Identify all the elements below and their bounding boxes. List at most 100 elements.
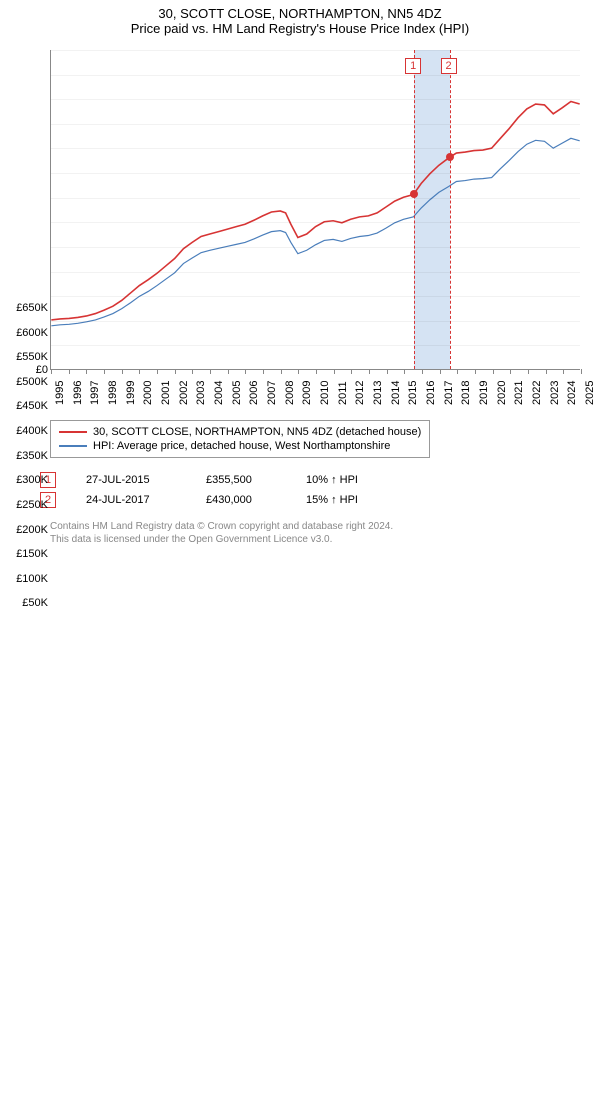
x-tick [175, 369, 176, 374]
gridline [51, 124, 580, 125]
x-axis-label: 2005 [231, 381, 243, 405]
sale-delta: 10% ↑ HPI [306, 474, 358, 486]
x-axis-label: 2025 [584, 381, 596, 405]
legend-row: HPI: Average price, detached house, West… [59, 439, 421, 453]
x-axis-label: 2009 [301, 381, 313, 405]
x-axis-label: 2001 [160, 381, 172, 405]
x-tick [387, 369, 388, 374]
sale-date: 27-JUL-2015 [86, 474, 186, 486]
x-tick [245, 369, 246, 374]
legend-row: 30, SCOTT CLOSE, NORTHAMPTON, NN5 4DZ (d… [59, 425, 421, 439]
gridline [51, 296, 580, 297]
x-tick [546, 369, 547, 374]
x-axis-label: 2011 [337, 381, 349, 405]
series-hpi [51, 138, 579, 326]
x-tick [263, 369, 264, 374]
x-axis-label: 2017 [443, 381, 455, 405]
x-tick [210, 369, 211, 374]
legend: 30, SCOTT CLOSE, NORTHAMPTON, NN5 4DZ (d… [50, 420, 430, 458]
sale-dot [446, 153, 454, 161]
y-axis-label: £650K [16, 302, 48, 818]
x-tick [457, 369, 458, 374]
x-tick [493, 369, 494, 374]
marker-box: 2 [441, 58, 457, 74]
gridline [51, 222, 580, 223]
series-property [51, 102, 579, 320]
x-tick [404, 369, 405, 374]
legend-swatch [59, 431, 87, 433]
x-tick [528, 369, 529, 374]
gridline [51, 272, 580, 273]
x-axis-label: 1998 [107, 381, 119, 405]
x-axis-label: 2000 [142, 381, 154, 405]
legend-label: HPI: Average price, detached house, West… [93, 440, 390, 452]
chart-title: 30, SCOTT CLOSE, NORTHAMPTON, NN5 4DZ [0, 0, 600, 21]
x-tick [369, 369, 370, 374]
x-tick [440, 369, 441, 374]
sale-dot [410, 190, 418, 198]
attribution-text: Contains HM Land Registry data © Crown c… [50, 520, 393, 546]
x-tick [122, 369, 123, 374]
x-tick [334, 369, 335, 374]
attribution-line1: Contains HM Land Registry data © Crown c… [50, 520, 393, 533]
gridline [51, 321, 580, 322]
sales-table: 127-JUL-2015£355,50010% ↑ HPI224-JUL-201… [40, 470, 358, 510]
marker-line [450, 50, 451, 369]
x-axis-label: 2019 [478, 381, 490, 405]
chart-subtitle: Price paid vs. HM Land Registry's House … [0, 21, 600, 40]
x-axis-label: 2006 [248, 381, 260, 405]
x-tick [51, 369, 52, 374]
x-axis-label: 2012 [354, 381, 366, 405]
x-axis-label: 2022 [531, 381, 543, 405]
x-tick [139, 369, 140, 374]
x-axis-label: 1995 [54, 381, 66, 405]
gridline [51, 75, 580, 76]
x-tick [228, 369, 229, 374]
x-axis-label: 2007 [266, 381, 278, 405]
gridline [51, 198, 580, 199]
sale-row: 127-JUL-2015£355,50010% ↑ HPI [40, 470, 358, 490]
sale-price: £430,000 [206, 494, 286, 506]
x-axis-label: 1997 [89, 381, 101, 405]
gridline [51, 345, 580, 346]
chart-container: 30, SCOTT CLOSE, NORTHAMPTON, NN5 4DZ Pr… [0, 0, 600, 560]
x-axis-label: 2020 [496, 381, 508, 405]
legend-swatch [59, 445, 87, 447]
x-tick [475, 369, 476, 374]
x-axis-label: 2008 [284, 381, 296, 405]
x-tick [316, 369, 317, 374]
x-axis-label: 2018 [460, 381, 472, 405]
x-tick [298, 369, 299, 374]
gridline [51, 247, 580, 248]
x-axis-label: 2023 [549, 381, 561, 405]
x-tick [510, 369, 511, 374]
x-tick [563, 369, 564, 374]
x-axis-label: 2024 [566, 381, 578, 405]
attribution-line2: This data is licensed under the Open Gov… [50, 533, 393, 546]
x-tick [86, 369, 87, 374]
x-tick [104, 369, 105, 374]
x-axis-label: 2014 [390, 381, 402, 405]
x-tick [281, 369, 282, 374]
x-axis-label: 2010 [319, 381, 331, 405]
x-axis-label: 2016 [425, 381, 437, 405]
gridline [51, 148, 580, 149]
sale-date: 24-JUL-2017 [86, 494, 186, 506]
x-tick [581, 369, 582, 374]
x-axis-label: 2002 [178, 381, 190, 405]
x-tick [422, 369, 423, 374]
marker-line [414, 50, 415, 369]
x-tick [157, 369, 158, 374]
gridline [51, 99, 580, 100]
x-axis-label: 2013 [372, 381, 384, 405]
x-tick [69, 369, 70, 374]
legend-label: 30, SCOTT CLOSE, NORTHAMPTON, NN5 4DZ (d… [93, 426, 421, 438]
plot-area [50, 50, 580, 370]
sale-delta: 15% ↑ HPI [306, 494, 358, 506]
x-axis-label: 1996 [72, 381, 84, 405]
x-tick [351, 369, 352, 374]
sale-row: 224-JUL-2017£430,00015% ↑ HPI [40, 490, 358, 510]
gridline [51, 173, 580, 174]
gridline [51, 50, 580, 51]
x-tick [192, 369, 193, 374]
